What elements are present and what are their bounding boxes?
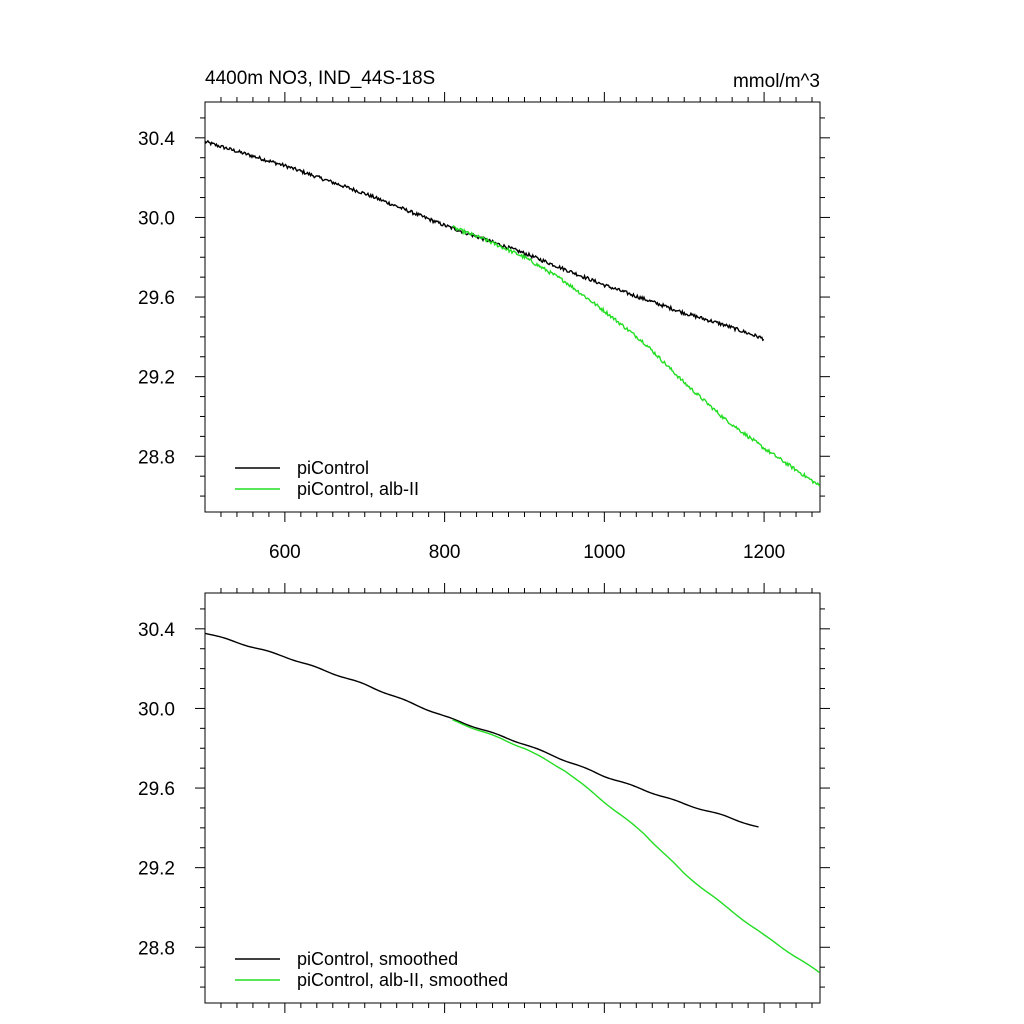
legend-label: piControl, alb-II, smoothed <box>297 970 508 990</box>
y-tick-label: 29.6 <box>138 779 175 800</box>
legend-label: piControl, smoothed <box>297 949 458 969</box>
y-tick-label: 29.6 <box>138 288 175 309</box>
top-panel: 600 800 1000 1200 28.8 29.2 29.6 30.0 30.4 piCont… <box>138 92 830 563</box>
x-tick-label: 1000 <box>583 542 625 563</box>
plot-frame <box>204 101 821 513</box>
plot-frame <box>204 592 821 1004</box>
y-tick-label: 29.2 <box>138 859 175 880</box>
y-tick-label: 30.0 <box>138 699 175 720</box>
bottom-panel: 28.8 29.2 29.6 30.0 30.4 piControl, smoothedp… <box>138 583 830 1013</box>
x-tick-label: 800 <box>429 542 461 563</box>
y-tick-label: 30.0 <box>138 208 175 229</box>
y-tick-label: 29.2 <box>138 368 175 389</box>
y-tick-label: 28.8 <box>138 938 175 959</box>
series-line-2 <box>452 224 820 487</box>
series-line-1 <box>205 632 759 828</box>
series-line-2 <box>452 719 820 973</box>
series-line-1 <box>205 139 765 342</box>
x-tick-label: 600 <box>269 542 301 563</box>
chart-title: 4400m NO3, IND_44S-18S <box>205 68 435 89</box>
x-tick-label: 1200 <box>743 542 785 563</box>
legend-label: piControl <box>297 458 369 478</box>
units-label: mmol/m^3 <box>733 71 820 92</box>
y-tick-label: 30.4 <box>138 620 175 641</box>
legend-label: piControl, alb-II <box>297 479 419 499</box>
y-tick-label: 28.8 <box>138 447 175 468</box>
y-tick-label: 30.4 <box>138 129 175 150</box>
